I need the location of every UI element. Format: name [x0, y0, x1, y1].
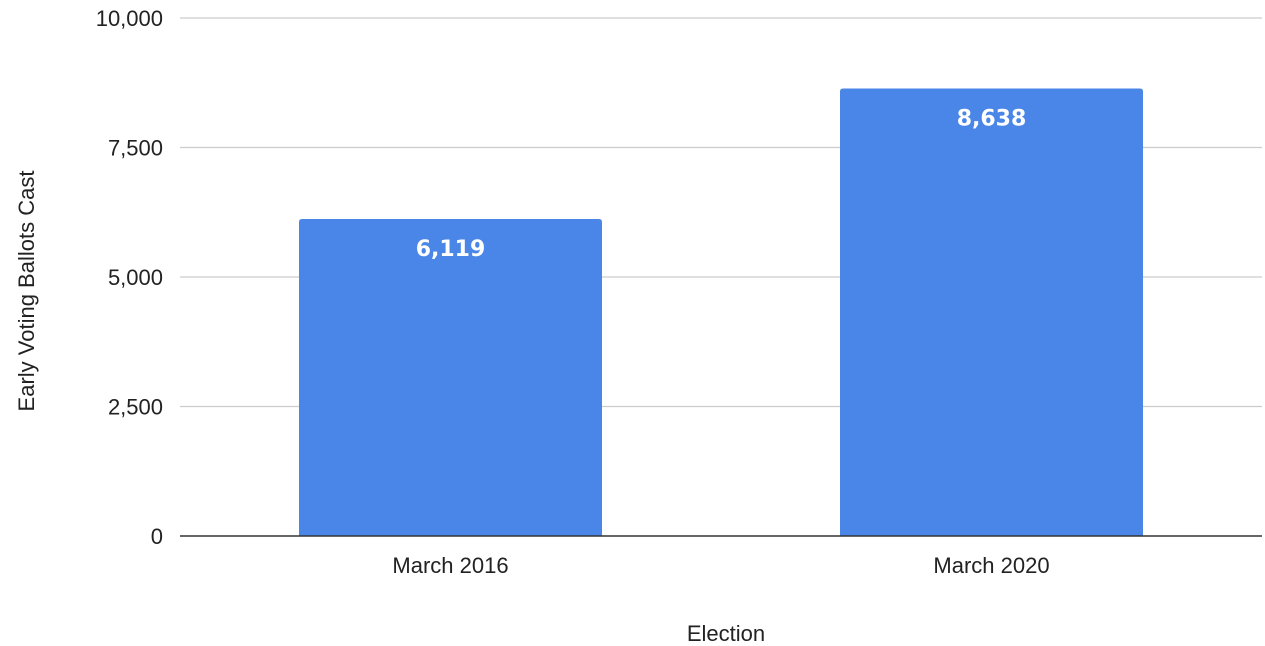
bar: [299, 219, 602, 536]
x-tick-label: March 2020: [933, 553, 1049, 578]
data-labels: 6,119 8,638: [416, 107, 1027, 262]
y-tick-label: 2,500: [108, 395, 163, 420]
y-axis-title: Early Voting Ballots Cast: [14, 171, 39, 412]
x-axis-ticks: March 2016 March 2020: [392, 553, 1049, 578]
x-axis-title: Election: [687, 621, 765, 646]
y-axis-ticks: 0 2,500 5,000 7,500 10,000: [96, 6, 163, 549]
bar: [840, 88, 1143, 536]
y-tick-label: 7,500: [108, 136, 163, 161]
y-tick-label: 5,000: [108, 265, 163, 290]
bar-data-label: 8,638: [957, 107, 1027, 132]
x-tick-label: March 2016: [392, 553, 508, 578]
y-tick-label: 0: [151, 524, 163, 549]
bar-data-label: 6,119: [416, 237, 486, 262]
bars: [299, 88, 1143, 536]
y-tick-label: 10,000: [96, 6, 163, 31]
